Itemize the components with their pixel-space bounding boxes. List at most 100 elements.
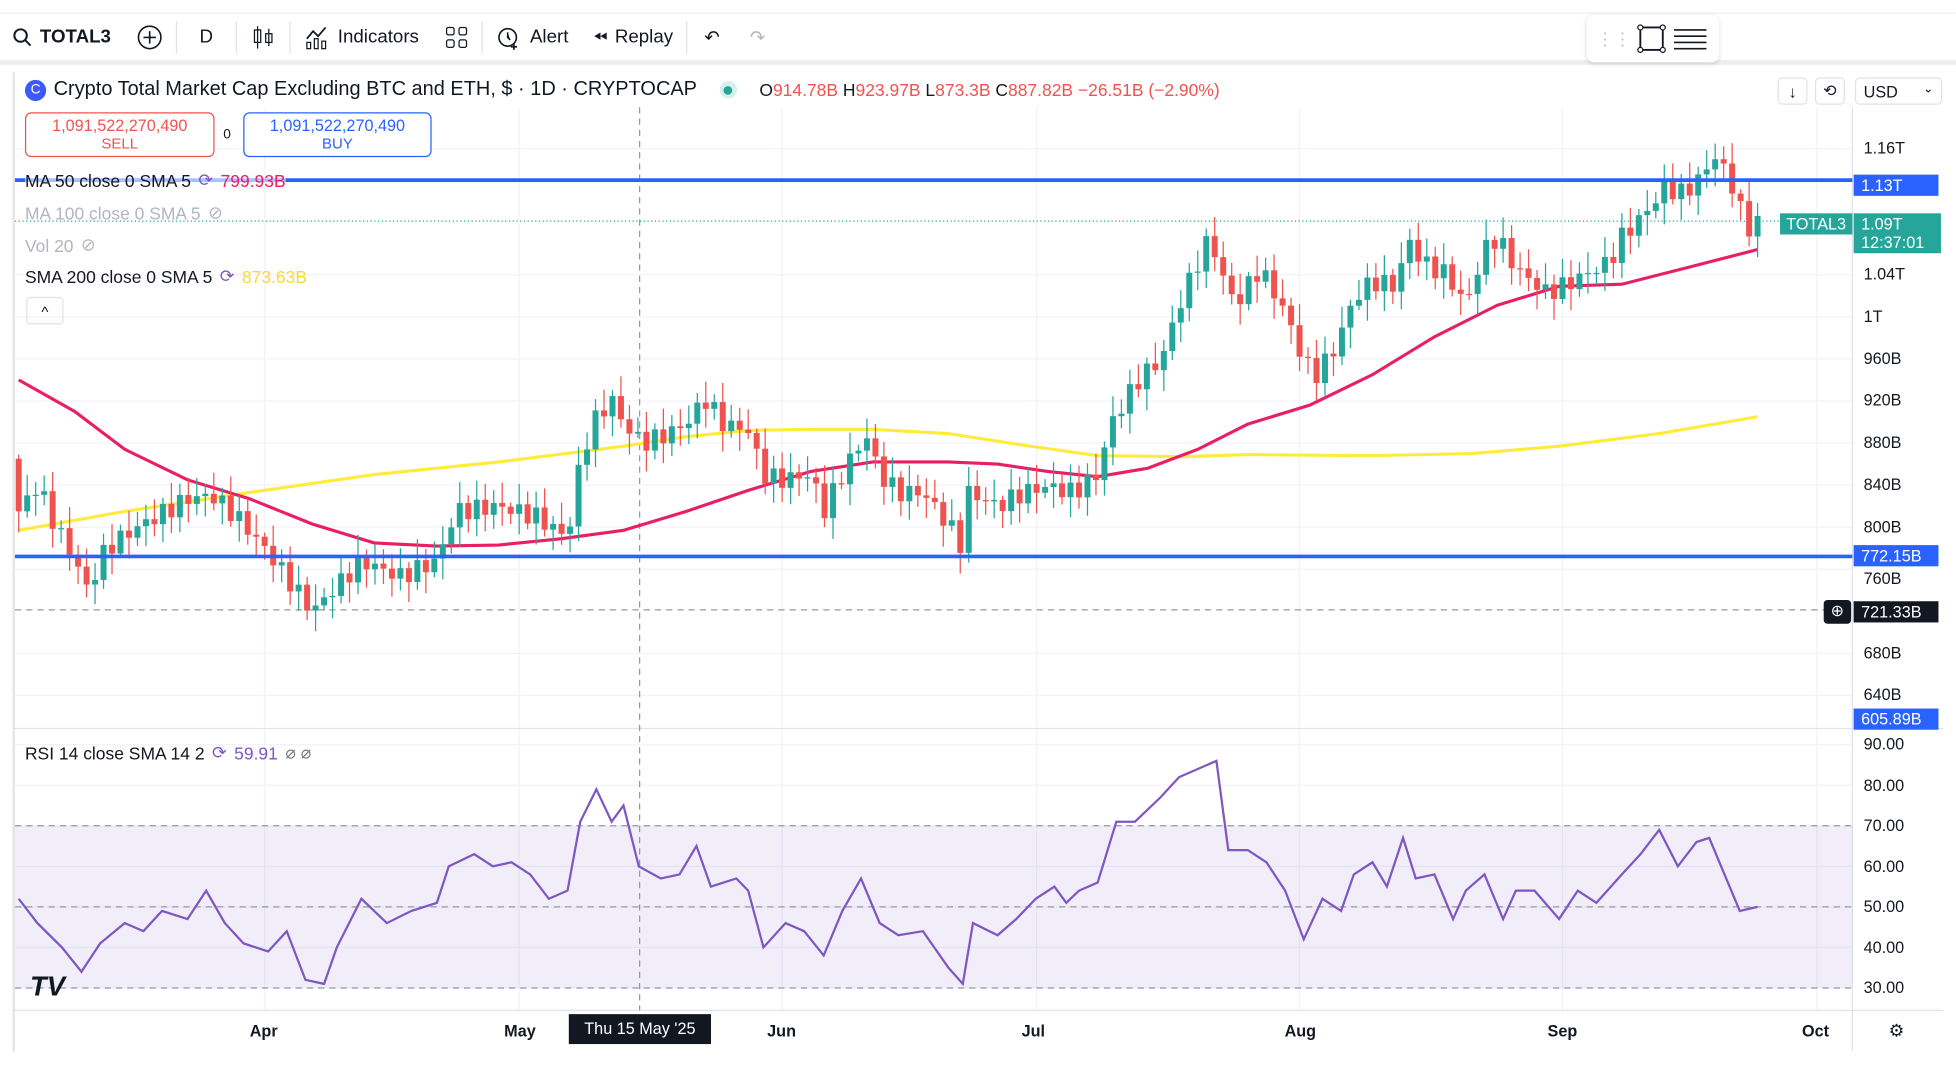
time-tick-label: Oct xyxy=(1801,1021,1830,1041)
candle-body xyxy=(1160,351,1167,371)
alert-button[interactable]: Alert xyxy=(483,14,581,60)
reset-chart-button[interactable]: ⟲ xyxy=(1814,77,1845,105)
grid-layout-icon xyxy=(445,26,467,48)
loading-icon: ⟳ xyxy=(212,742,227,763)
candle-body xyxy=(15,458,22,512)
candle-body xyxy=(516,504,523,514)
candle-body xyxy=(838,483,845,485)
candle-body xyxy=(533,507,540,524)
candle-body xyxy=(1050,483,1057,488)
redo-button[interactable]: ↷ xyxy=(737,14,778,60)
compare-symbol-button[interactable] xyxy=(123,14,175,60)
candle-body xyxy=(1483,239,1490,275)
layouts-button[interactable] xyxy=(431,14,481,60)
buy-button[interactable]: 1,091,522,270,490 BUY xyxy=(243,112,432,158)
candle-body xyxy=(651,429,658,451)
cryptocap-logo-icon: C xyxy=(24,79,47,101)
currency-select[interactable]: USD ⌄ xyxy=(1854,77,1943,105)
candle-body xyxy=(431,558,438,573)
candle-body xyxy=(1347,305,1354,328)
candle-body xyxy=(897,477,904,502)
price-tick-label: 840B xyxy=(1863,475,1902,494)
candle-body xyxy=(75,554,82,567)
eye-hidden-icon[interactable]: ⊘ xyxy=(81,234,96,255)
candle-body xyxy=(380,563,387,569)
rsi-tick-label: 50.00 xyxy=(1863,896,1905,916)
candle-body xyxy=(1279,298,1286,306)
rsi-legend[interactable]: RSI 14 close SMA 14 2 ⟳ 59.91 ⌀ ⌀ xyxy=(25,742,311,763)
interval-button[interactable]: D xyxy=(177,14,235,60)
candle-body xyxy=(626,419,633,434)
bar-countdown: 12:37:01 xyxy=(1861,233,1925,252)
undo-icon: ↶ xyxy=(704,26,720,49)
candle-body xyxy=(58,528,65,530)
candle-body xyxy=(278,562,285,566)
low-value: 873.3B xyxy=(935,79,991,100)
candle-body xyxy=(1355,299,1362,306)
indicator-legend-sma200[interactable]: SMA 200 close 0 SMA 5 ⟳ 873.63B xyxy=(25,266,307,287)
candle-body xyxy=(1313,357,1320,383)
candle-body xyxy=(567,526,574,534)
candle-body xyxy=(880,456,887,487)
buy-price: 1,091,522,270,490 xyxy=(269,116,406,135)
divider xyxy=(481,20,483,54)
divider xyxy=(685,20,687,54)
change-value: −26.51B (−2.90%) xyxy=(1077,79,1220,100)
candle-body xyxy=(1508,237,1515,269)
candle-body xyxy=(1169,322,1176,352)
eye-hidden-icon[interactable]: ⊘ xyxy=(208,202,223,223)
candle-body xyxy=(253,534,260,537)
drag-handle-icon[interactable]: ⋮⋮ xyxy=(1596,28,1632,49)
indicator-legend-vol[interactable]: Vol 20 ⊘ xyxy=(25,235,96,256)
tradingview-logo[interactable]: TV xyxy=(29,970,66,1002)
buy-label: BUY xyxy=(322,134,353,153)
indicator-legend-ma100[interactable]: MA 100 close 0 SMA 5 ⊘ xyxy=(25,202,223,223)
candle-body xyxy=(668,426,675,444)
candle-body xyxy=(465,503,472,520)
candle-body xyxy=(312,605,319,611)
candle-body xyxy=(1389,274,1396,292)
settings-gear-icon[interactable]: ⚙ xyxy=(1888,1020,1905,1041)
upper-level-tag: 1.13T xyxy=(1853,174,1939,196)
candle-body xyxy=(1101,447,1108,481)
candle-body xyxy=(405,568,412,583)
rsi-tick-label: 80.00 xyxy=(1863,775,1905,794)
rsi-tick-label: 40.00 xyxy=(1863,937,1905,957)
spread-value: 0 xyxy=(223,127,231,143)
chart-type-button[interactable] xyxy=(237,14,289,60)
collapse-legend-button[interactable]: ^ xyxy=(26,296,64,325)
alert-label: Alert xyxy=(529,26,569,48)
candle-body xyxy=(1372,277,1379,292)
sell-button[interactable]: 1,091,522,270,490 SELL xyxy=(24,112,215,158)
add-alert-plus-icon[interactable]: ⊕ xyxy=(1823,599,1852,624)
indicator-legend-ma50[interactable]: MA 50 close 0 SMA 5 ⟳ 799.93B xyxy=(24,169,286,191)
candle-body xyxy=(244,511,251,535)
scroll-to-latest-button[interactable]: ↓ xyxy=(1777,77,1808,105)
candle-body xyxy=(1194,271,1201,273)
candle-body xyxy=(1534,277,1541,290)
candle-body xyxy=(1177,308,1184,323)
candle-body xyxy=(1593,272,1600,275)
last-price-tag: 1.09T 12:37:01 xyxy=(1853,213,1941,254)
candle-body xyxy=(1686,183,1693,196)
indicators-button[interactable]: Indicators xyxy=(290,14,431,60)
candle-body xyxy=(1016,489,1023,504)
symbol-search-button[interactable]: TOTAL3 xyxy=(0,14,123,60)
undo-button[interactable]: ↶ xyxy=(687,14,738,60)
price-tick-label: 960B xyxy=(1863,348,1902,368)
candle-body xyxy=(1237,294,1244,305)
candle-body xyxy=(677,426,684,429)
candle-body xyxy=(1109,416,1116,448)
high-value: 923.97B xyxy=(855,79,921,100)
replay-button[interactable]: ⏪︎ Replay xyxy=(581,14,686,60)
horizontal-lines-icon[interactable] xyxy=(1672,24,1709,54)
price-tick-label: 800B xyxy=(1863,517,1902,536)
candle-body xyxy=(550,523,557,530)
chart-area[interactable] xyxy=(12,72,1943,1052)
candle-body xyxy=(1415,239,1422,262)
rectangle-tool-icon[interactable] xyxy=(1635,24,1667,54)
candle-body xyxy=(355,555,361,583)
candle-body xyxy=(1551,284,1558,299)
candle-body xyxy=(1186,272,1193,309)
